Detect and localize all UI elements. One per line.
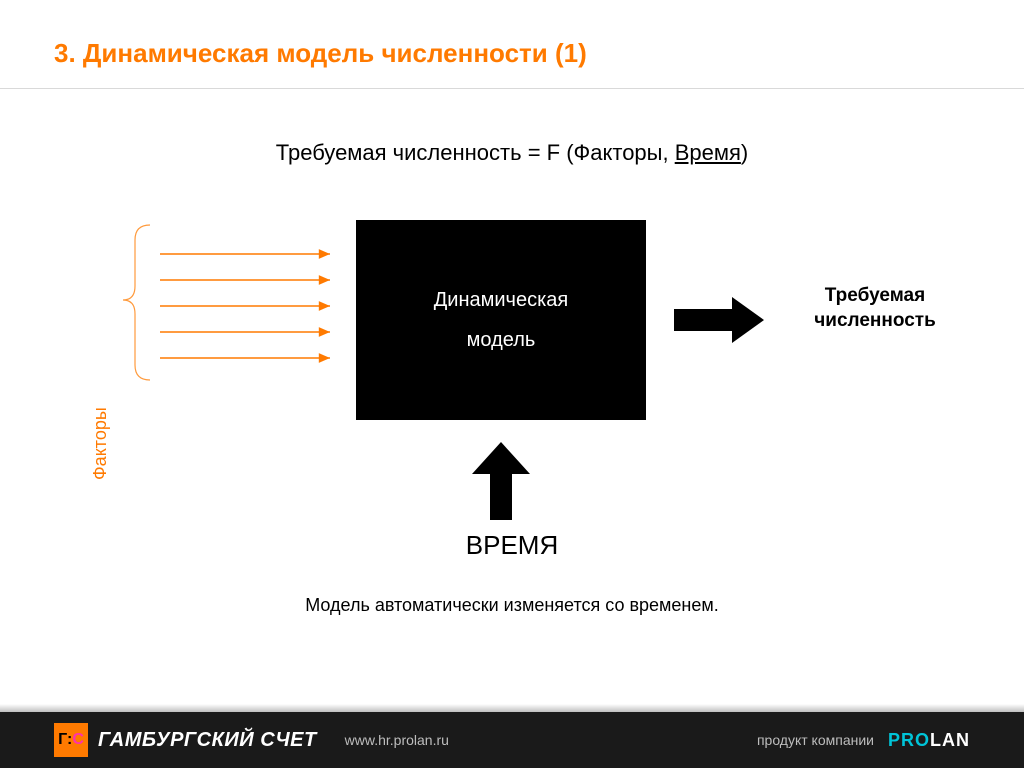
title-bar: 3. Динамическая модель численности (1) xyxy=(54,38,970,69)
footer-url: www.hr.prolan.ru xyxy=(345,732,449,748)
curly-brace xyxy=(120,220,160,390)
formula-underlined: Время xyxy=(675,140,741,165)
footer-right: продукт компании PROLAN xyxy=(757,730,970,751)
model-box: Динамическая модель xyxy=(356,220,646,420)
footer-shadow xyxy=(0,704,1024,712)
brand-logo-square: Г:С xyxy=(54,723,88,757)
footer: Г:С ГАМБУРГСКИЙ СЧЕТ www.hr.prolan.ru пр… xyxy=(0,698,1024,768)
time-arrow-icon xyxy=(470,440,532,522)
output-label-line2: численность xyxy=(790,309,960,334)
glyph-left: Г xyxy=(58,731,67,748)
formula-text: Требуемая численность = F (Факторы, Врем… xyxy=(0,140,1024,166)
caption-text: Модель автоматически изменяется со време… xyxy=(0,595,1024,616)
formula-suffix: ) xyxy=(741,140,748,165)
slide: 3. Динамическая модель численности (1) Т… xyxy=(0,0,1024,768)
brand-logo: Г:С ГАМБУРГСКИЙ СЧЕТ xyxy=(54,723,317,757)
brand-logo-glyph: Г:С xyxy=(58,731,84,749)
output-label: Требуемая численность xyxy=(790,284,960,333)
prolan-logo: PROLAN xyxy=(888,730,970,751)
output-label-line1: Требуемая xyxy=(790,284,960,309)
title-underline xyxy=(0,88,1024,89)
glyph-right: С xyxy=(72,731,84,748)
slide-title: 3. Динамическая модель численности (1) xyxy=(54,38,970,69)
footer-bar: Г:С ГАМБУРГСКИЙ СЧЕТ www.hr.prolan.ru пр… xyxy=(0,712,1024,768)
footer-right-text: продукт компании xyxy=(757,732,874,748)
prolan-part2: LAN xyxy=(930,730,970,750)
prolan-part1: PRO xyxy=(888,730,930,750)
formula-prefix: Требуемая численность = F (Факторы, xyxy=(276,140,675,165)
model-box-line2: модель xyxy=(467,320,536,360)
time-label: ВРЕМЯ xyxy=(0,530,1024,561)
brand-name: ГАМБУРГСКИЙ СЧЕТ xyxy=(98,729,317,752)
model-box-line1: Динамическая xyxy=(434,280,569,320)
factors-label: Факторы xyxy=(90,407,111,480)
output-arrow-icon xyxy=(672,295,766,345)
input-arrows xyxy=(160,238,340,384)
